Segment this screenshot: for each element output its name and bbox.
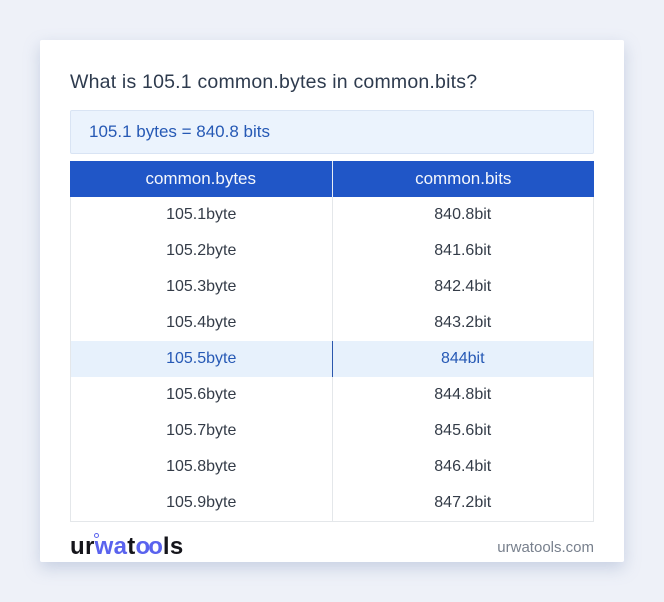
table-row[interactable]: 105.1byte 840.8bit: [71, 197, 593, 233]
bytes-cell: 105.6byte: [71, 377, 333, 413]
logo-text-ur: ur: [70, 533, 95, 560]
logo-text-wa: wa: [94, 533, 128, 560]
page-title: What is 105.1 common.bytes in common.bit…: [70, 71, 478, 93]
converter-card: What is 105.1 common.bytes in common.bit…: [40, 40, 624, 562]
bits-cell: 844.8bit: [434, 386, 492, 403]
column-header-bytes: common.bytes: [70, 161, 333, 197]
table-row[interactable]: 105.8byte 846.4bit: [71, 449, 593, 485]
bits-cell: 841.6bit: [434, 242, 492, 259]
bytes-cell: 105.1byte: [71, 197, 333, 233]
table-row[interactable]: 105.9byte 847.2bit: [71, 485, 593, 521]
conversion-result-text: 105.1 bytes = 840.8 bits: [89, 122, 270, 141]
table-row-highlighted[interactable]: 105.5byte 844bit: [71, 341, 593, 377]
urwatools-logo[interactable]: urwatools: [70, 531, 183, 563]
table-row[interactable]: 105.6byte 844.8bit: [71, 377, 593, 413]
column-header-bits: common.bits: [415, 169, 512, 188]
bytes-cell: 105.5byte: [71, 341, 333, 377]
table-row[interactable]: 105.3byte 842.4bit: [71, 269, 593, 305]
bytes-cell: 105.3byte: [71, 269, 333, 305]
bytes-cell: 105.2byte: [71, 233, 333, 269]
bits-cell: 843.2bit: [434, 314, 492, 331]
table-row[interactable]: 105.4byte 843.2bit: [71, 305, 593, 341]
logo-glasses-icon: oo: [135, 533, 163, 560]
card-footer: urwatools urwatools.com: [70, 531, 594, 563]
table-row[interactable]: 105.7byte 845.6bit: [71, 413, 593, 449]
conversion-result-box: 105.1 bytes = 840.8 bits: [70, 110, 594, 154]
bytes-cell: 105.7byte: [71, 413, 333, 449]
bits-cell: 840.8bit: [434, 206, 492, 223]
conversion-table: common.bytes common.bits 105.1byte 840.8…: [70, 161, 594, 522]
logo-ring-icon: [93, 533, 99, 538]
logo-text-t: t: [127, 533, 136, 560]
table-header-row: common.bytes common.bits: [70, 161, 594, 197]
bytes-cell: 105.4byte: [71, 305, 333, 341]
bits-cell: 847.2bit: [434, 494, 492, 511]
bits-cell: 846.4bit: [434, 458, 492, 475]
bytes-cell: 105.8byte: [71, 449, 333, 485]
bits-cell: 842.4bit: [434, 278, 492, 295]
table-row[interactable]: 105.2byte 841.6bit: [71, 233, 593, 269]
logo-text-ls: ls: [162, 533, 184, 560]
bits-cell: 845.6bit: [434, 422, 492, 439]
bytes-cell: 105.9byte: [71, 485, 333, 521]
bits-cell: 844bit: [440, 350, 485, 367]
site-url: urwatools.com: [497, 538, 594, 556]
